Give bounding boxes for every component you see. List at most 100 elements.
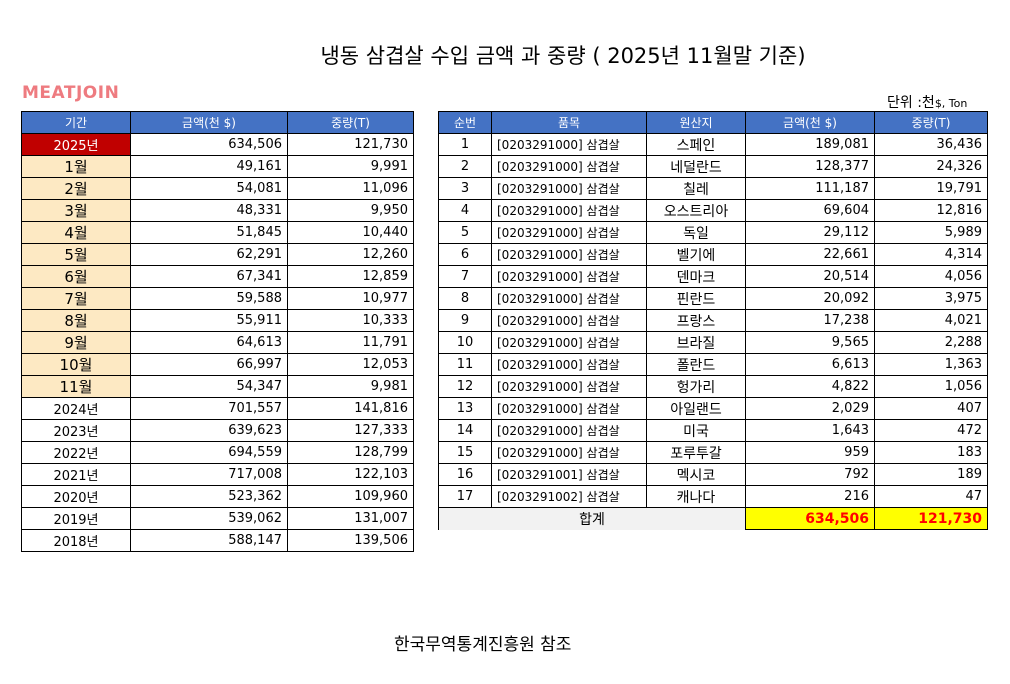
- row-number-cell: 12: [438, 375, 492, 398]
- origin-cell: 칠레: [646, 177, 746, 200]
- amount-cell: 4,822: [745, 375, 875, 398]
- table-row: 3 [0203291000] 삼겹살 칠레 111,187 19,791: [438, 177, 988, 200]
- row-number-cell: 3: [438, 177, 492, 200]
- brand-logo: MEATJOIN: [22, 83, 120, 103]
- origin-cell: 포루투갈: [646, 441, 746, 464]
- row-number-cell: 15: [438, 441, 492, 464]
- weight-cell: 9,991: [287, 155, 414, 178]
- weight-cell: 139,506: [287, 529, 414, 552]
- weight-cell: 183: [874, 441, 988, 464]
- period-cell: 2022년: [21, 441, 131, 464]
- period-cell: 2021년: [21, 463, 131, 486]
- origin-cell: 브라질: [646, 331, 746, 354]
- item-cell: [0203291002] 삼겹살: [491, 485, 647, 508]
- item-cell: [0203291000] 삼겹살: [491, 133, 647, 156]
- table-header-row: 기간 금액(천 $) 중량(T): [21, 111, 414, 134]
- item-cell: [0203291000] 삼겹살: [491, 287, 647, 310]
- table-row: 2월 54,081 11,096: [21, 177, 414, 200]
- weight-cell: 3,975: [874, 287, 988, 310]
- period-cell: 2020년: [21, 485, 131, 508]
- weight-cell: 141,816: [287, 397, 414, 420]
- column-header-period: 기간: [21, 111, 131, 134]
- weight-cell: 12,859: [287, 265, 414, 288]
- origin-cell: 독일: [646, 221, 746, 244]
- origin-cell: 프랑스: [646, 309, 746, 332]
- amount-cell: 51,845: [130, 221, 288, 244]
- amount-cell: 6,613: [745, 353, 875, 376]
- table-row: 8월 55,911 10,333: [21, 309, 414, 332]
- period-cell: 6월: [21, 265, 131, 288]
- weight-cell: 131,007: [287, 507, 414, 530]
- item-cell: [0203291000] 삼겹살: [491, 221, 647, 244]
- row-number-cell: 13: [438, 397, 492, 420]
- weight-cell: 472: [874, 419, 988, 442]
- total-row: 합계 634,506 121,730: [438, 507, 988, 530]
- amount-cell: 54,081: [130, 177, 288, 200]
- table-row: 2022년 694,559 128,799: [21, 441, 414, 464]
- table-row: 5월 62,291 12,260: [21, 243, 414, 266]
- table-row: 2 [0203291000] 삼겹살 네덜란드 128,377 24,326: [438, 155, 988, 178]
- item-cell: [0203291000] 삼겹살: [491, 309, 647, 332]
- weight-cell: 10,333: [287, 309, 414, 332]
- item-cell: [0203291000] 삼겹살: [491, 265, 647, 288]
- amount-cell: 1,643: [745, 419, 875, 442]
- amount-cell: 792: [745, 463, 875, 486]
- weight-cell: 9,981: [287, 375, 414, 398]
- row-number-cell: 16: [438, 463, 492, 486]
- amount-cell: 539,062: [130, 507, 288, 530]
- origin-cell: 헝가리: [646, 375, 746, 398]
- table-row: 7 [0203291000] 삼겹살 덴마크 20,514 4,056: [438, 265, 988, 288]
- origin-cell: 스페인: [646, 133, 746, 156]
- weight-cell: 11,791: [287, 331, 414, 354]
- weight-cell: 11,096: [287, 177, 414, 200]
- origin-cell: 핀란드: [646, 287, 746, 310]
- amount-cell: 20,514: [745, 265, 875, 288]
- item-cell: [0203291000] 삼겹살: [491, 397, 647, 420]
- table-row: 11 [0203291000] 삼겹살 폴란드 6,613 1,363: [438, 353, 988, 376]
- amount-cell: 9,565: [745, 331, 875, 354]
- period-cell: 2024년: [21, 397, 131, 420]
- weight-cell: 4,056: [874, 265, 988, 288]
- period-cell: 1월: [21, 155, 131, 178]
- column-header-item: 품목: [491, 111, 647, 134]
- amount-cell: 128,377: [745, 155, 875, 178]
- weight-cell: 12,260: [287, 243, 414, 266]
- weight-cell: 109,960: [287, 485, 414, 508]
- amount-cell: 111,187: [745, 177, 875, 200]
- table-row: 2024년 701,557 141,816: [21, 397, 414, 420]
- table-row: 10월 66,997 12,053: [21, 353, 414, 376]
- origin-cell: 폴란드: [646, 353, 746, 376]
- column-header-weight: 중량(T): [287, 111, 414, 134]
- amount-cell: 64,613: [130, 331, 288, 354]
- item-cell: [0203291000] 삼겹살: [491, 375, 647, 398]
- table-row: 9 [0203291000] 삼겹살 프랑스 17,238 4,021: [438, 309, 988, 332]
- table-row: 7월 59,588 10,977: [21, 287, 414, 310]
- weight-cell: 10,977: [287, 287, 414, 310]
- item-cell: [0203291000] 삼겹살: [491, 177, 647, 200]
- row-number-cell: 9: [438, 309, 492, 332]
- table-row: 9월 64,613 11,791: [21, 331, 414, 354]
- table-row: 4 [0203291000] 삼겹살 오스트리아 69,604 12,816: [438, 199, 988, 222]
- origin-cell: 네덜란드: [646, 155, 746, 178]
- table-row: 1월 49,161 9,991: [21, 155, 414, 178]
- period-cell: 2023년: [21, 419, 131, 442]
- weight-cell: 128,799: [287, 441, 414, 464]
- column-header-amount: 금액(천 $): [130, 111, 288, 134]
- weight-cell: 1,056: [874, 375, 988, 398]
- origin-cell: 미국: [646, 419, 746, 442]
- amount-cell: 523,362: [130, 485, 288, 508]
- amount-cell: 717,008: [130, 463, 288, 486]
- amount-cell: 62,291: [130, 243, 288, 266]
- row-number-cell: 11: [438, 353, 492, 376]
- period-cell: 3월: [21, 199, 131, 222]
- period-cell: 7월: [21, 287, 131, 310]
- period-cell: 2025년: [21, 133, 131, 156]
- amount-cell: 634,506: [130, 133, 288, 156]
- item-cell: [0203291000] 삼겹살: [491, 243, 647, 266]
- weight-cell: 2,288: [874, 331, 988, 354]
- table-header-row: 순번 품목 원산지 금액(천 $) 중량(T): [438, 111, 988, 134]
- column-header-weight: 중량(T): [874, 111, 988, 134]
- period-cell: 5월: [21, 243, 131, 266]
- origin-cell: 캐나다: [646, 485, 746, 508]
- row-number-cell: 5: [438, 221, 492, 244]
